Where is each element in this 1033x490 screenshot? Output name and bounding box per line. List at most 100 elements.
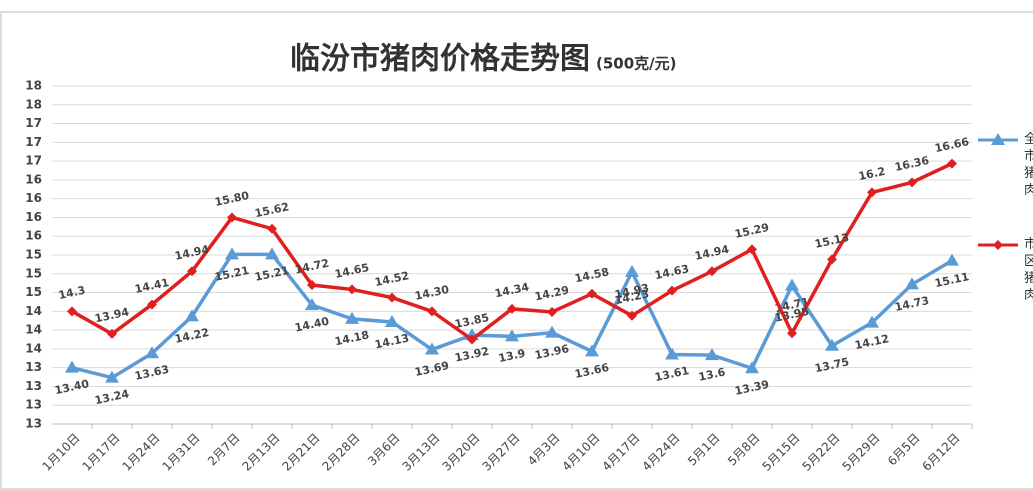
data-label: 13.75 <box>814 355 851 375</box>
y-tick-label: 15 <box>25 285 42 299</box>
x-tick-label: 2月7日 <box>205 431 243 469</box>
point <box>187 266 197 277</box>
y-tick-label: 17 <box>25 116 42 130</box>
data-label: 14.63 <box>654 262 691 282</box>
y-tick-label: 14 <box>25 323 42 337</box>
point <box>825 338 839 351</box>
data-label: 13.40 <box>54 377 91 397</box>
point <box>305 298 319 311</box>
point <box>993 240 1003 250</box>
x-tick-label: 5月15日 <box>760 431 803 474</box>
chart-border <box>0 11 1033 490</box>
legend-label: 市区猪肉 <box>1024 237 1033 303</box>
point <box>307 280 317 291</box>
x-tick-label: 4月10日 <box>560 431 603 474</box>
y-tick-label: 14 <box>25 341 42 355</box>
point <box>547 306 557 317</box>
point <box>145 346 159 359</box>
data-label: 14.94 <box>174 243 211 263</box>
x-tick-label: 2月13日 <box>240 431 283 474</box>
point <box>265 247 279 260</box>
data-label: 13.24 <box>94 387 131 407</box>
x-tick-label: 4月3日 <box>525 431 563 469</box>
point <box>745 361 759 374</box>
point <box>385 314 399 327</box>
x-tick-label: 3月27日 <box>480 431 523 474</box>
data-label: 13.69 <box>414 359 451 379</box>
data-label: 13.96 <box>534 342 571 362</box>
y-tick-label: 13 <box>25 417 42 431</box>
chart-title: 临汾市猪肉价格走势图 <box>290 42 590 77</box>
x-tick-label: 1月31日 <box>160 431 203 474</box>
point <box>107 328 117 339</box>
point <box>225 247 239 260</box>
y-tick-label: 15 <box>25 248 42 262</box>
y-tick-label: 17 <box>25 154 42 168</box>
data-label: 13.63 <box>134 363 171 383</box>
x-tick-label: 1月17日 <box>80 431 123 474</box>
x-tick-label: 2月28日 <box>320 431 363 474</box>
point <box>865 315 879 328</box>
point <box>345 311 359 324</box>
point <box>747 244 757 255</box>
point <box>627 310 637 321</box>
point <box>665 347 679 360</box>
data-label: 15.29 <box>734 221 771 241</box>
data-label: 14.34 <box>494 280 531 300</box>
x-tick-label: 6月12日 <box>920 431 963 474</box>
x-tick-label: 4月17日 <box>600 431 643 474</box>
point <box>147 299 157 310</box>
x-tick-label: 5月1日 <box>685 431 723 469</box>
x-tick-label: 6月5日 <box>885 431 923 469</box>
data-label: 16.66 <box>934 135 971 155</box>
point <box>905 277 919 290</box>
point <box>707 266 717 277</box>
point <box>185 309 199 322</box>
data-label: 13.92 <box>454 345 491 365</box>
point <box>625 264 639 277</box>
point <box>787 328 797 339</box>
data-label: 14.65 <box>334 261 371 281</box>
point <box>585 344 599 357</box>
data-label: 15.11 <box>934 270 971 290</box>
point <box>227 212 237 223</box>
point <box>427 306 437 317</box>
data-label: 15.21 <box>214 264 251 284</box>
data-label: 14.94 <box>694 243 731 263</box>
data-label: 14.30 <box>414 283 451 303</box>
point <box>347 284 357 295</box>
point <box>425 342 439 355</box>
y-tick-label: 14 <box>25 304 42 318</box>
x-tick-label: 3月6日 <box>365 431 403 469</box>
y-tick-label: 16 <box>25 172 42 186</box>
y-tick-label: 13 <box>25 360 42 374</box>
x-tick-label: 3月13日 <box>400 431 443 474</box>
x-tick-label: 4月24日 <box>640 431 683 474</box>
point <box>67 306 77 317</box>
point <box>705 348 719 361</box>
x-tick-label: 5月29日 <box>840 431 883 474</box>
data-label: 13.61 <box>654 364 691 384</box>
data-label: 15.21 <box>254 264 291 284</box>
data-label: 13.9 <box>497 347 526 365</box>
x-tick-label: 5月22日 <box>800 431 843 474</box>
point <box>105 370 119 383</box>
y-tick-label: 18 <box>25 97 42 111</box>
point <box>467 334 477 345</box>
data-label: 14.52 <box>374 269 411 289</box>
point <box>507 303 517 314</box>
x-tick-label: 5月8日 <box>725 431 763 469</box>
point <box>505 329 519 342</box>
point <box>267 223 277 234</box>
data-label: 14.18 <box>334 328 371 348</box>
data-label: 13.6 <box>697 365 727 383</box>
x-tick-label: 2月21日 <box>280 431 323 474</box>
y-tick-label: 15 <box>25 266 42 280</box>
point <box>387 292 397 303</box>
data-label: 14.3 <box>57 284 86 302</box>
point <box>827 254 837 265</box>
y-tick-label: 16 <box>25 191 42 205</box>
y-tick-label: 13 <box>25 379 42 393</box>
